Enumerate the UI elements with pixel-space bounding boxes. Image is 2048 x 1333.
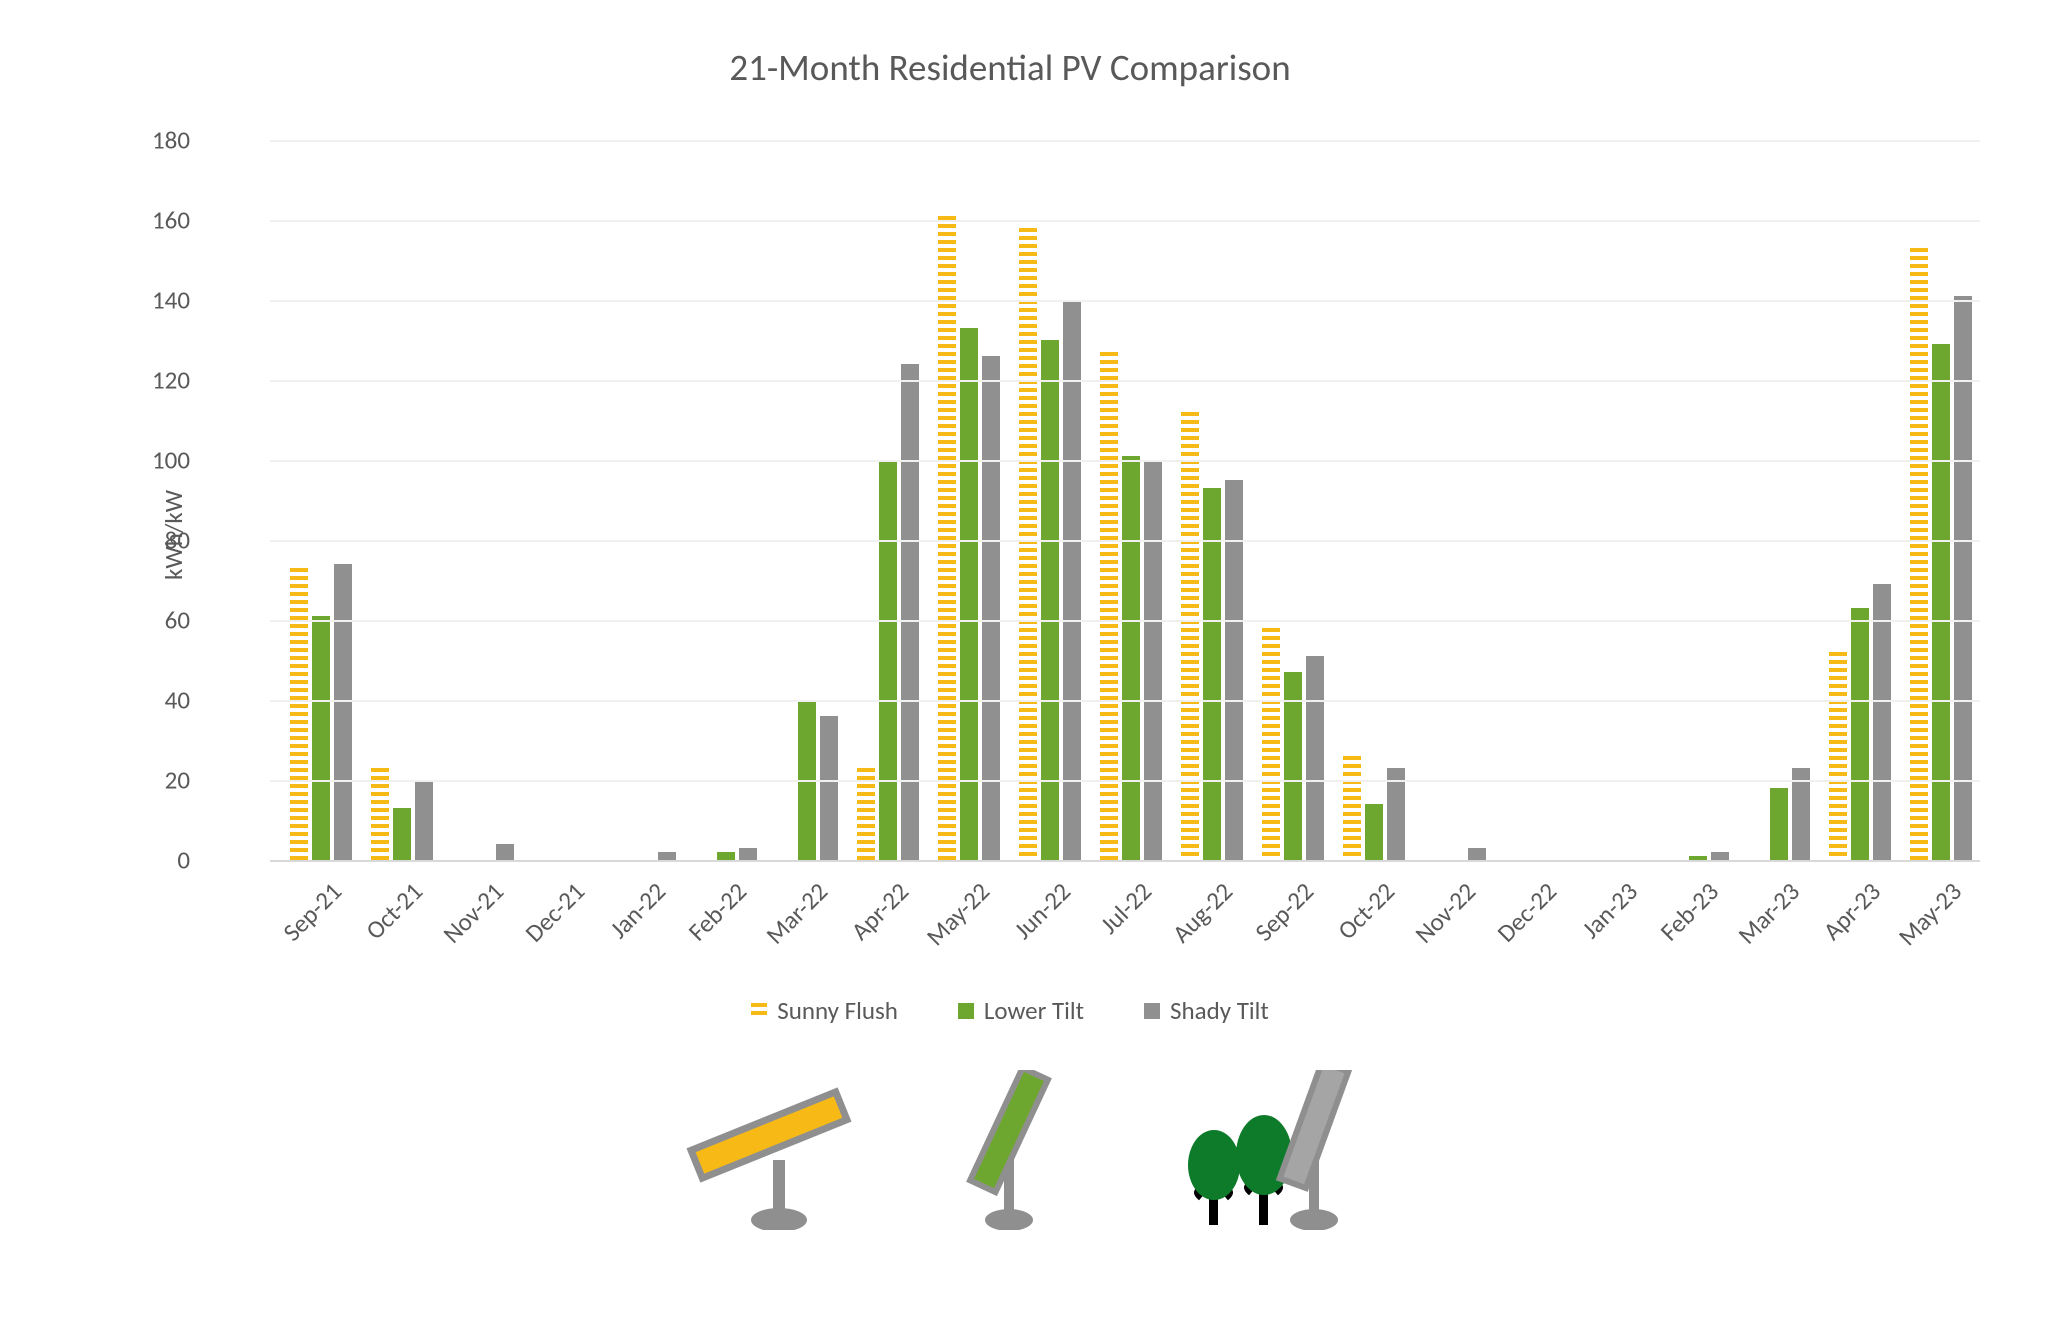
bar [1041,340,1059,860]
legend-swatch [958,1003,974,1019]
bar [415,780,433,860]
bars [270,140,1980,860]
x-tick-label: Jan-23 [1551,876,1644,969]
bar [1873,584,1891,860]
bar [1225,480,1243,860]
bar [901,364,919,860]
bar [1932,344,1950,860]
bar [1343,756,1361,860]
y-tick-label: 180 [110,125,190,156]
panel-icon-shady-tilt [1149,1070,1379,1230]
bar [717,852,735,860]
bar [393,808,411,860]
bar [1910,248,1928,860]
x-tick-label: Dec-22 [1470,876,1563,969]
bar [1829,652,1847,860]
legend-swatch [751,1003,767,1019]
legend-item: Sunny Flush [751,995,898,1026]
bar [658,852,676,860]
bar [1181,412,1199,860]
x-tick-label: Mar-23 [1713,876,1806,969]
x-tick-label: Sep-21 [255,876,348,969]
x-tick-label: Oct-22 [1308,876,1401,969]
y-tick-label: 40 [110,685,190,716]
bar [334,564,352,860]
x-tick-label: Mar-22 [741,876,834,969]
bar [496,844,514,860]
x-tick-label: Feb-23 [1632,876,1725,969]
bar [1203,488,1221,860]
bar [1100,352,1118,860]
y-tick-label: 120 [110,365,190,396]
bar [1306,656,1324,860]
bar [312,616,330,860]
x-tick-label: Oct-21 [336,876,429,969]
bar [1711,852,1729,860]
y-tick-label: 80 [110,525,190,556]
legend-label: Lower Tilt [984,995,1084,1026]
x-tick-label: Nov-21 [417,876,510,969]
y-tick-label: 20 [110,765,190,796]
chart-container: 21-Month Residential PV Comparison kWh/k… [110,20,1910,1020]
x-tick-label: Jan-22 [579,876,672,969]
bar [1468,848,1486,860]
bar [1122,456,1140,860]
legend: Sunny Flush Lower Tilt Shady Tilt [110,995,1910,1026]
bar [820,716,838,860]
x-tick-label: Nov-22 [1389,876,1482,969]
legend-item: Shady Tilt [1144,995,1269,1026]
bar [290,568,308,860]
x-tick-label: Apr-22 [822,876,915,969]
panel-icon-sunny-flush [669,1070,869,1230]
bar [1262,628,1280,860]
bar [879,460,897,860]
x-tick-label: Jun-22 [984,876,1077,969]
x-tick-label: Aug-22 [1146,876,1239,969]
y-tick-label: 0 [110,845,190,876]
bar [1770,788,1788,860]
bar [1063,300,1081,860]
bar [1019,228,1037,860]
x-tick-label: Dec-21 [498,876,591,969]
panel-icon-lower-tilt [929,1070,1089,1230]
bar [982,356,1000,860]
y-tick-label: 140 [110,285,190,316]
x-tick-label: Jul-22 [1065,876,1158,969]
x-tick-label: May-23 [1875,876,1968,969]
plot-area [270,140,1980,862]
bar [1144,460,1162,860]
legend-item: Lower Tilt [958,995,1084,1026]
y-tick-label: 60 [110,605,190,636]
legend-label: Sunny Flush [777,995,898,1026]
bar [938,216,956,860]
x-tick-label: Sep-22 [1227,876,1320,969]
chart-title: 21-Month Residential PV Comparison [110,45,1910,90]
x-tick-label: Apr-23 [1794,876,1887,969]
x-tick-label: Feb-22 [660,876,753,969]
x-tick-label: May-22 [903,876,996,969]
bar [1851,608,1869,860]
legend-label: Shady Tilt [1170,995,1269,1026]
y-tick-label: 100 [110,445,190,476]
bar [739,848,757,860]
legend-swatch [1144,1003,1160,1019]
illustrations [0,1070,2048,1230]
y-tick-label: 160 [110,205,190,236]
bar [1689,856,1707,860]
bar [1365,804,1383,860]
